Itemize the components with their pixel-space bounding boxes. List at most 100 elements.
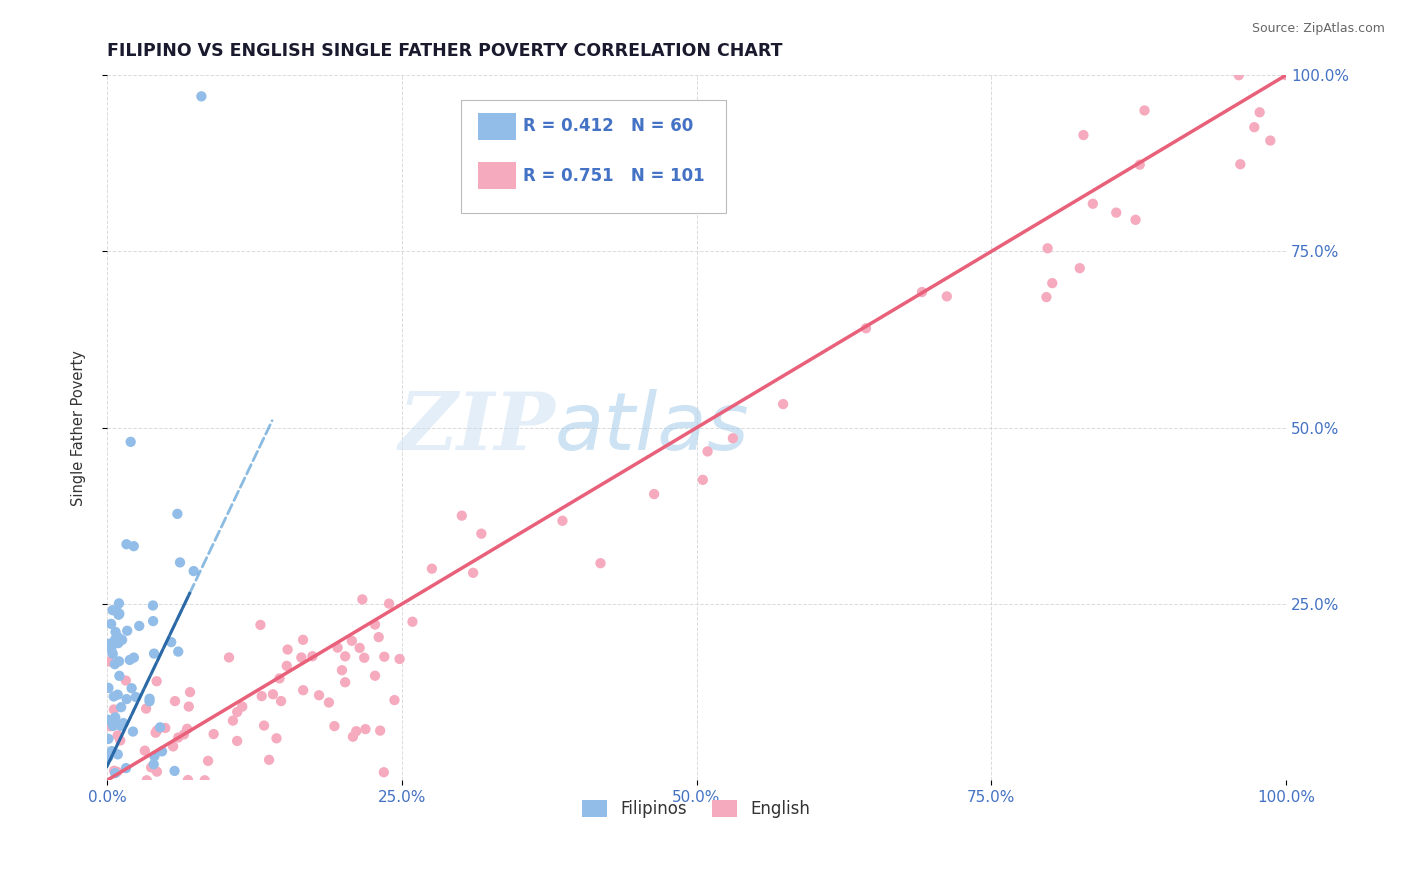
Point [107, 688, 129, 702]
Point [114, 673, 136, 688]
Point [330, 663, 353, 677]
Point [463, 566, 485, 580]
Point [135, 773, 157, 788]
Point [589, 556, 612, 570]
Point [108, 607, 131, 621]
Point [167, 731, 190, 745]
Point [253, 718, 276, 732]
Point [160, 635, 183, 649]
Point [100, 642, 122, 657]
Point [354, 722, 377, 736]
Point [125, 690, 148, 704]
Point [110, 719, 132, 733]
Point [107, 728, 129, 742]
Point [122, 724, 145, 739]
Point [194, 773, 217, 788]
Point [470, 526, 492, 541]
Point [110, 733, 132, 747]
Point [276, 658, 298, 673]
Point [149, 720, 172, 734]
Point [301, 649, 323, 664]
Point [115, 537, 138, 551]
Point [1243, 120, 1265, 135]
Point [333, 675, 356, 690]
Point [1073, 128, 1095, 142]
Point [100, 744, 122, 758]
Point [135, 701, 157, 715]
Point [115, 624, 138, 638]
Point [97, 731, 120, 746]
Point [353, 650, 375, 665]
Point [292, 683, 315, 698]
Point [163, 694, 186, 708]
Point [197, 754, 219, 768]
Point [163, 764, 186, 778]
Point [145, 725, 167, 739]
Point [364, 617, 387, 632]
Point [97, 713, 120, 727]
Point [97, 681, 120, 695]
Point [167, 644, 190, 658]
Point [121, 681, 143, 696]
Point [388, 652, 411, 666]
Point [367, 630, 389, 644]
Point [911, 285, 934, 299]
Point [98, 719, 121, 733]
Point [373, 765, 395, 780]
Point [115, 692, 138, 706]
Point [173, 727, 195, 741]
Point [231, 699, 253, 714]
Point [290, 650, 312, 665]
Point [226, 734, 249, 748]
Point [721, 431, 744, 445]
Text: atlas: atlas [555, 389, 749, 467]
Point [266, 731, 288, 746]
Point [190, 89, 212, 103]
Point [105, 605, 128, 619]
Point [101, 647, 124, 661]
Point [1227, 68, 1250, 82]
Point [146, 764, 169, 779]
FancyBboxPatch shape [461, 100, 725, 212]
Point [128, 619, 150, 633]
Point [176, 722, 198, 736]
Point [142, 599, 165, 613]
Point [772, 397, 794, 411]
Point [1125, 212, 1147, 227]
Point [344, 724, 367, 739]
Point [364, 669, 387, 683]
Point [179, 685, 201, 699]
Point [1129, 158, 1152, 172]
Point [107, 636, 129, 650]
Point [169, 556, 191, 570]
Point [143, 647, 166, 661]
Point [177, 772, 200, 787]
Point [1035, 290, 1057, 304]
Point [150, 744, 173, 758]
Point [108, 596, 131, 610]
Text: ZIP: ZIP [398, 389, 555, 467]
Point [1105, 205, 1128, 219]
Point [1081, 196, 1104, 211]
Point [318, 696, 340, 710]
Point [551, 514, 574, 528]
Point [111, 632, 134, 647]
Point [384, 693, 406, 707]
Point [118, 653, 141, 667]
Point [1229, 157, 1251, 171]
Legend: Filipinos, English: Filipinos, English [576, 793, 817, 825]
Point [226, 705, 249, 719]
Point [108, 654, 131, 668]
Point [349, 640, 371, 655]
Point [122, 650, 145, 665]
Point [104, 657, 127, 672]
Y-axis label: Single Father Poverty: Single Father Poverty [72, 350, 86, 506]
Point [183, 564, 205, 578]
Point [138, 694, 160, 708]
Point [855, 321, 877, 335]
Point [373, 649, 395, 664]
Point [352, 592, 374, 607]
Point [177, 699, 200, 714]
Point [292, 632, 315, 647]
Point [340, 633, 363, 648]
